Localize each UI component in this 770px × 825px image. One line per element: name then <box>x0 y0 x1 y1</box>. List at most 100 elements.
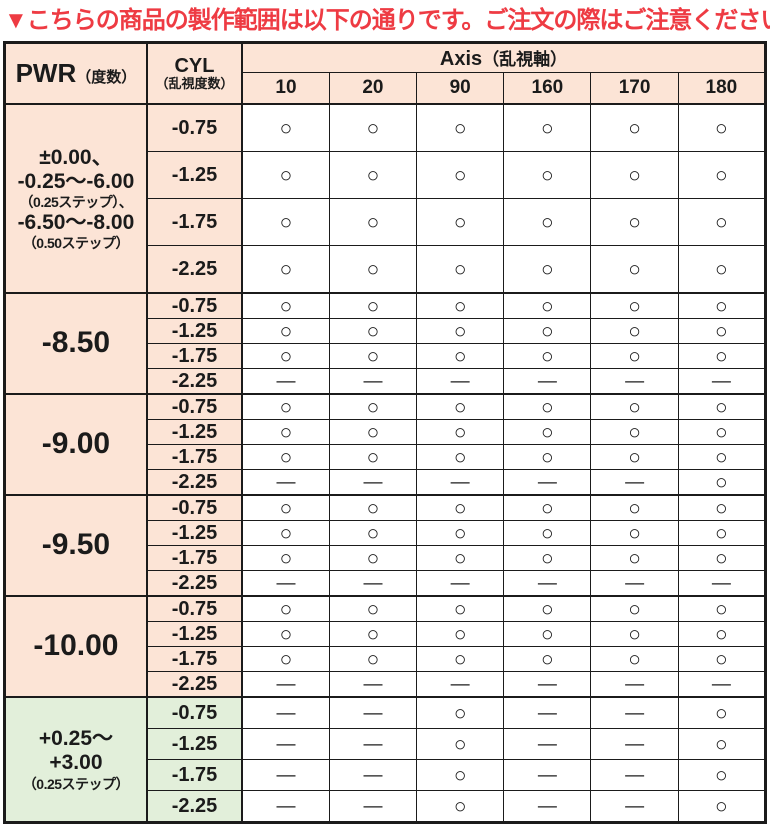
availability-cell-available: ○ <box>590 198 679 246</box>
availability-cell-unavailable: — <box>677 671 767 698</box>
availability-cell-unavailable: — <box>328 696 418 729</box>
table-row: -9.50 -0.75 ○ ○ ○ ○ ○ ○ <box>3 494 767 597</box>
pwr-header-sub: （度数） <box>76 69 137 86</box>
axis-value-header: 160 <box>503 72 592 106</box>
availability-cell-available: ○ <box>590 151 679 199</box>
axis-value-header: 170 <box>590 72 679 106</box>
availability-cell-available: ○ <box>328 198 418 246</box>
availability-cell-available: ○ <box>503 103 592 152</box>
axis-header-main: Axis <box>439 48 483 71</box>
availability-cell-available: ○ <box>241 103 330 152</box>
availability-cell-unavailable: — <box>328 368 418 395</box>
table-row: -2.25— — ○ — — ○ <box>5 790 767 823</box>
availability-cell-available: ○ <box>590 419 679 445</box>
availability-cell-available: ○ <box>503 292 592 319</box>
availability-cell-unavailable: — <box>328 759 418 791</box>
cyl-header-sub: （乱視度数） <box>155 76 234 92</box>
availability-cell-unavailable: — <box>590 696 679 729</box>
cyl-cell: -1.25 <box>146 419 244 445</box>
availability-cell-unavailable: — <box>503 728 592 760</box>
availability-cell-available: ○ <box>241 494 330 521</box>
availability-cell-unavailable: — <box>328 790 418 823</box>
availability-cell-unavailable: — <box>503 469 592 496</box>
table-row: +0.25～ +3.00 （0.25ステップ） -0.75— — ○ — — ○ <box>3 696 767 823</box>
cyl-cell: -0.75 <box>146 696 244 729</box>
availability-cell-available: ○ <box>241 520 330 546</box>
pwr-line: （0.25ステップ） <box>22 775 130 792</box>
cyl-cell: -1.75 <box>146 646 244 672</box>
availability-cell-unavailable: — <box>590 790 679 823</box>
availability-cell-unavailable: — <box>241 671 330 698</box>
availability-cell-available: ○ <box>503 520 592 546</box>
availability-cell-available: ○ <box>328 621 418 647</box>
availability-cell-available: ○ <box>677 469 767 496</box>
availability-cell-available: ○ <box>416 696 505 729</box>
availability-cell-unavailable: — <box>677 368 767 395</box>
cyl-cell: -2.25 <box>146 245 244 294</box>
pwr-column-header: PWR（度数） <box>3 42 148 105</box>
table-row: -2.25— — — — — — <box>5 368 767 395</box>
cyl-column-header: CYL （乱視度数） <box>146 42 244 105</box>
availability-cell-available: ○ <box>590 103 679 152</box>
availability-cell-unavailable: — <box>328 671 418 698</box>
cyl-cell: -1.25 <box>146 621 244 647</box>
availability-cell-available: ○ <box>328 245 418 294</box>
table-row: -1.25 ○ ○ ○ ○ ○ ○ <box>5 621 767 647</box>
availability-cell-available: ○ <box>503 646 592 672</box>
availability-cell-available: ○ <box>241 545 330 571</box>
availability-cell-available: ○ <box>590 292 679 319</box>
availability-cell-available: ○ <box>590 245 679 294</box>
pwr-cell: -8.50 <box>3 292 148 395</box>
availability-cell-unavailable: — <box>590 728 679 760</box>
cyl-cell: -0.75 <box>146 292 244 319</box>
availability-cell-unavailable: — <box>416 368 505 395</box>
availability-cell-unavailable: — <box>416 469 505 496</box>
cyl-cell: -1.75 <box>146 545 244 571</box>
availability-cell-available: ○ <box>416 419 505 445</box>
availability-cell-available: ○ <box>241 292 330 319</box>
pwr-cell: ±0.00、 -0.25～-6.00 （0.25ステップ）、 -6.50～-8.00 （… <box>3 103 148 294</box>
pwr-cell: -9.00 <box>3 393 148 496</box>
availability-cell-available: ○ <box>677 245 767 294</box>
table-row: -8.50 -0.75 ○ ○ ○ ○ ○ ○ <box>3 292 767 395</box>
availability-cell-available: ○ <box>677 646 767 672</box>
availability-cell-available: ○ <box>677 198 767 246</box>
availability-cell-available: ○ <box>241 198 330 246</box>
availability-cell-available: ○ <box>590 595 679 622</box>
cyl-cell: -1.25 <box>146 318 244 344</box>
availability-cell-available: ○ <box>328 318 418 344</box>
availability-cell-available: ○ <box>328 595 418 622</box>
availability-cell-available: ○ <box>677 696 767 729</box>
pwr-line: （0.50ステップ） <box>22 234 130 251</box>
availability-cell-available: ○ <box>590 343 679 369</box>
availability-cell-available: ○ <box>328 545 418 571</box>
availability-cell-unavailable: — <box>503 790 592 823</box>
production-range-table: PWR（度数） CYL （乱視度数） Axis（乱視軸） 10 20 90 160… <box>3 41 767 824</box>
availability-cell-available: ○ <box>416 444 505 470</box>
availability-cell-available: ○ <box>328 343 418 369</box>
availability-cell-available: ○ <box>503 621 592 647</box>
cyl-cell: -0.75 <box>146 494 244 521</box>
table-row: -1.75 ○ ○ ○ ○ ○ ○ <box>5 545 767 571</box>
cyl-cell: -1.25 <box>146 520 244 546</box>
table-row: -1.75— — ○ — — ○ <box>5 759 767 791</box>
availability-cell-unavailable: — <box>503 671 592 698</box>
availability-cell-available: ○ <box>328 292 418 319</box>
table-header: PWR（度数） CYL （乱視度数） Axis（乱視軸） 10 20 90 160… <box>3 41 767 106</box>
cyl-cell: -0.75 <box>146 103 244 152</box>
availability-cell-available: ○ <box>677 520 767 546</box>
availability-cell-available: ○ <box>677 292 767 319</box>
availability-cell-available: ○ <box>328 393 418 420</box>
availability-cell-unavailable: — <box>503 696 592 729</box>
availability-cell-available: ○ <box>677 318 767 344</box>
cyl-cell: -2.25 <box>146 368 244 395</box>
availability-cell-available: ○ <box>241 419 330 445</box>
availability-cell-available: ○ <box>241 444 330 470</box>
availability-cell-available: ○ <box>590 444 679 470</box>
availability-cell-available: ○ <box>416 728 505 760</box>
availability-cell-available: ○ <box>503 393 592 420</box>
availability-cell-available: ○ <box>677 393 767 420</box>
availability-cell-available: ○ <box>677 545 767 571</box>
availability-cell-available: ○ <box>416 545 505 571</box>
availability-cell-available: ○ <box>677 494 767 521</box>
